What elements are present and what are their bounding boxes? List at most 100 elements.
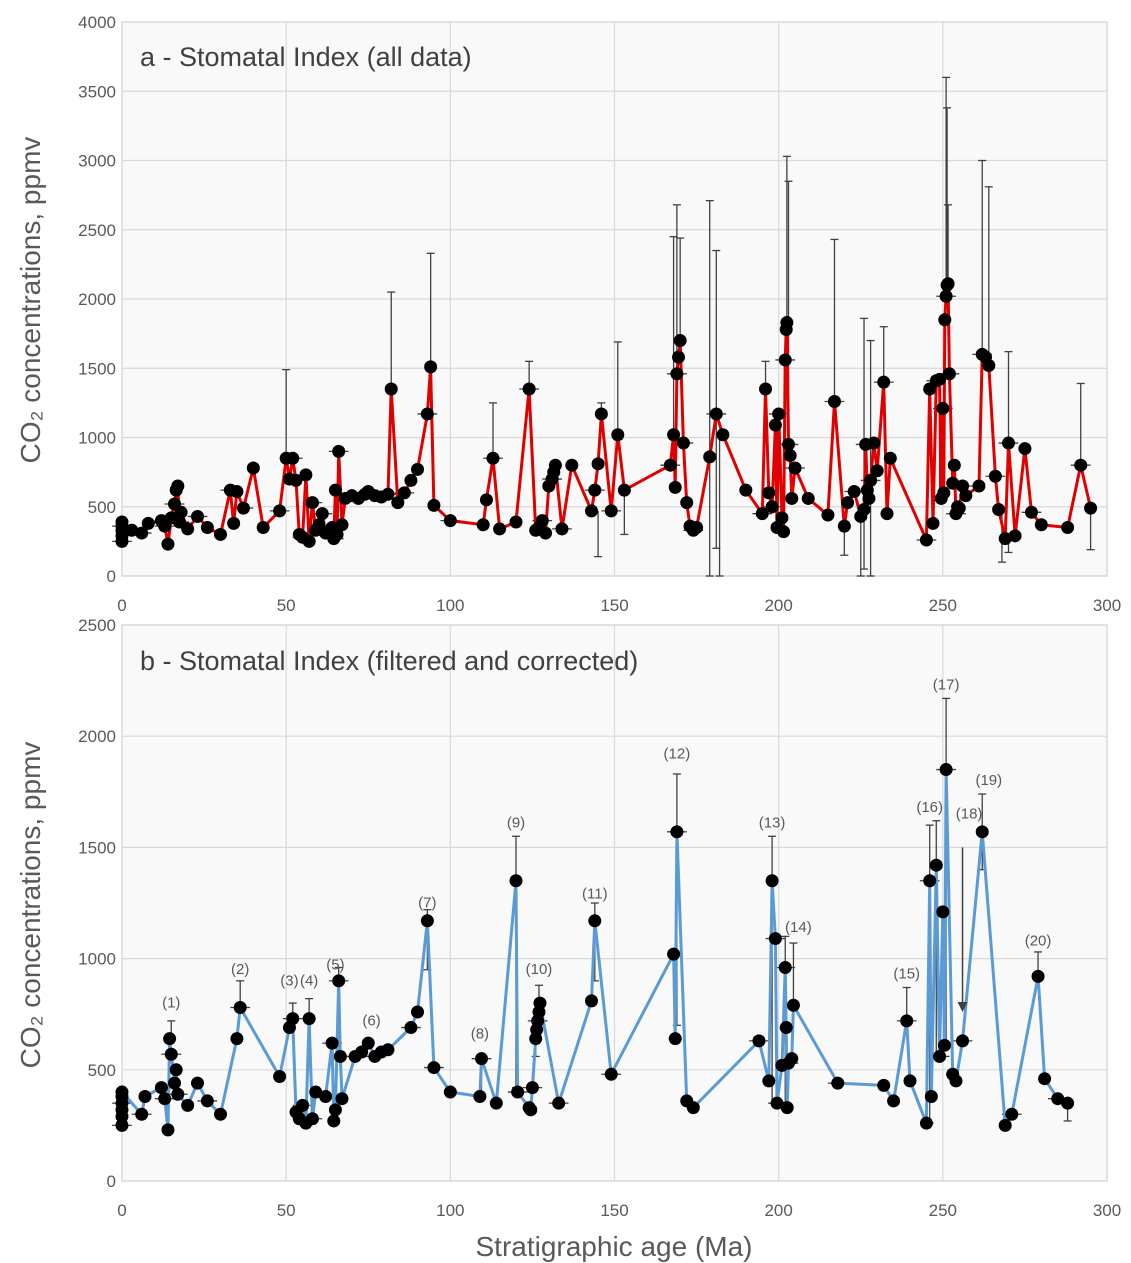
data-point [335,1092,349,1106]
data-point [831,1076,845,1090]
data-point [992,503,1006,517]
data-point [880,507,894,521]
data-point [1031,969,1045,983]
data-point [154,1081,168,1095]
data-point [919,533,933,547]
data-point [939,289,953,303]
data-point [1024,505,1038,519]
data-point [509,874,523,888]
data-point [381,1043,395,1057]
y-tick-label: 2000 [78,727,116,746]
data-point [667,428,681,442]
y-tick-label: 3000 [78,152,116,171]
data-point [585,504,599,518]
data-point [397,486,411,500]
data-point [174,505,188,519]
data-point [332,974,346,988]
data-point [780,316,794,330]
data-point [772,407,786,421]
data-point [330,527,344,541]
data-point [777,525,791,539]
x-tick-label: 100 [436,1201,464,1220]
data-point [765,874,779,888]
data-point [391,496,405,510]
annotation-label: (1) [162,995,180,1012]
annotation-label: (11) [582,886,608,903]
data-point [302,1012,316,1026]
data-point [158,1092,172,1106]
data-point [821,508,835,522]
annotation-label: (8) [471,1026,489,1043]
data-point [788,461,802,475]
data-point [1008,529,1022,543]
data-point [169,1063,183,1077]
data-point [171,1087,185,1101]
data-point [778,960,792,974]
x-tick-label: 50 [277,596,296,615]
data-point [476,518,490,532]
data-point [1074,458,1088,472]
annotation-label: (17) [933,676,960,693]
data-point [939,763,953,777]
panel-title: a - Stomatal Index (all data) [140,42,472,72]
annotation-label: (2) [231,961,249,978]
data-point [335,518,349,532]
annotation-label: (15) [893,966,920,983]
annotation-label: (13) [759,814,786,831]
data-point [762,486,776,500]
data-point [511,1085,525,1099]
data-point [617,483,631,497]
x-tick-label: 100 [436,596,464,615]
x-tick-label: 300 [1093,1201,1121,1220]
data-point [319,1089,333,1103]
data-point [862,491,876,505]
data-point [230,485,244,499]
data-point [827,394,841,408]
data-point [135,526,149,540]
data-point [778,353,792,367]
data-point [998,532,1012,546]
data-point [411,1005,424,1019]
data-point [786,998,800,1012]
data-point [937,486,951,500]
data-point [333,1049,347,1063]
y-axis-title-a: CO₂ concentrations, ppmv [15,137,46,464]
y-tick-label: 1500 [78,838,116,857]
data-point [327,1114,341,1128]
y-tick-label: 3500 [78,82,116,101]
data-point [141,516,155,530]
data-point [486,451,500,465]
data-point [1061,1096,1075,1110]
data-point [670,825,684,839]
data-point [214,527,227,541]
data-point [535,514,549,528]
data-point [115,515,129,529]
data-point [200,1094,214,1108]
panel-title: b - Stomatal Index (filtered and correct… [140,646,638,676]
data-point [938,313,952,327]
annotation-label: (6) [362,1012,380,1029]
data-point [924,1089,938,1103]
x-tick-label: 150 [600,596,628,615]
data-point [552,1096,566,1110]
y-tick-label: 0 [107,567,116,586]
y-tick-label: 500 [88,1061,116,1080]
data-point [585,994,599,1008]
data-point [755,507,769,521]
y-tick-label: 500 [88,498,116,517]
data-point [668,480,682,494]
x-tick-label: 0 [117,596,126,615]
data-point [404,473,418,487]
data-point [191,509,205,523]
annotation-label: (14) [785,919,812,936]
x-tick-label: 200 [764,1201,792,1220]
x-tick-label: 250 [929,1201,957,1220]
data-point [273,504,287,518]
data-point [230,1032,244,1046]
data-point [768,932,782,946]
data-point [783,449,797,463]
data-point [870,464,884,478]
data-point [956,1034,970,1048]
data-point [200,521,214,535]
data-point [680,496,694,510]
